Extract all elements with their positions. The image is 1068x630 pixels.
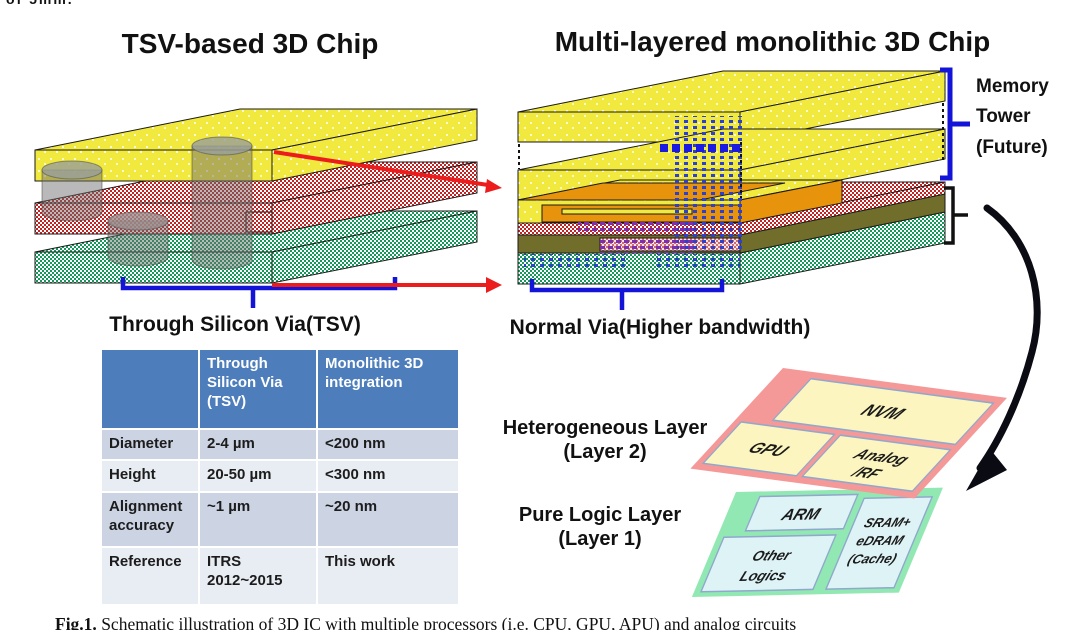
table-row-label: Diameter	[102, 430, 198, 459]
red-transfer-arrow-top	[273, 150, 502, 193]
curved-arrow-icon	[966, 204, 1041, 491]
table-header-empty	[102, 350, 198, 428]
gpu-label: GPU	[744, 439, 794, 460]
table-cell: ~1 µm	[200, 493, 316, 546]
normal-via-underbrace	[529, 279, 725, 310]
table-header-monolithic: Monolithic 3D integration	[318, 350, 458, 428]
other-logics-block	[699, 534, 837, 593]
layer2-card: NVM GPU Analog /RF	[690, 368, 1008, 499]
red-transfer-arrow-bottom	[272, 277, 502, 293]
alignment-dashed-lines	[518, 103, 944, 198]
pure-logic-layer-label: Pure Logic Layer (Layer 1)	[518, 504, 682, 550]
tsv-bracket-label: Through Silicon Via(TSV)	[109, 313, 361, 336]
memory-tower-label: Memory Tower (Future)	[976, 76, 1049, 158]
layer1-card: ARM SRAM+ eDRAM (Cache) Other Logics	[691, 487, 943, 597]
comparison-table: Through Silicon Via (TSV) Monolithic 3D …	[102, 350, 458, 604]
tsv-cylinder-left	[41, 160, 103, 222]
table-cell: ~20 nm	[318, 493, 458, 546]
tsv-cylinder-mid	[107, 211, 169, 267]
tsv-underbrace	[120, 277, 398, 308]
left-chip-stack	[34, 108, 478, 284]
analog-rf-block	[800, 434, 952, 492]
tsv-cylinder-center	[191, 136, 253, 270]
sram-edram-block	[824, 496, 934, 590]
nvm-label: NVM	[856, 402, 910, 424]
gpu-block	[701, 421, 836, 477]
caption-text: Schematic illustration of 3D IC with mul…	[96, 614, 797, 630]
analog-rf-label-line1: Analog	[848, 446, 913, 468]
table-cell: 2-4 µm	[200, 430, 316, 459]
sram-label-line2: eDRAM	[854, 533, 907, 548]
right-panel-title: Multi-layered monolithic 3D Chip	[554, 26, 991, 57]
table-cell: This work	[318, 548, 458, 604]
other-logics-label-line2: Logics	[737, 568, 789, 584]
table-header-tsv: Through Silicon Via (TSV)	[200, 350, 316, 428]
arm-block	[744, 493, 859, 532]
inter-layer-via-pads	[660, 144, 740, 152]
caption-prefix: Fig.1.	[55, 614, 97, 630]
tsv-cylinders	[41, 136, 253, 270]
logic-stack-bracket	[944, 186, 968, 245]
left-panel-title: TSV-based 3D Chip	[121, 28, 379, 59]
table-cell: <200 nm	[318, 430, 458, 459]
nvm-block	[771, 378, 995, 446]
memory-tower-bracket	[940, 67, 970, 181]
table-row-label: Height	[102, 461, 198, 491]
table-row-label: Alignment accuracy	[102, 493, 198, 546]
other-logics-label-line1: Other	[749, 548, 794, 564]
table-cell: ITRS 2012~2015	[200, 548, 316, 604]
top-cropped-text: of 5mm.	[6, 0, 74, 7]
sram-label-line1: SRAM+	[862, 515, 914, 530]
arm-label: ARM	[778, 505, 824, 524]
figure-caption: Fig.1. Schematic illustration of 3D IC w…	[55, 614, 1065, 630]
monolithic-vias	[524, 116, 742, 269]
sram-label-line3: (Cache)	[846, 551, 900, 566]
table-row-label: Reference	[102, 548, 198, 604]
table-cell: <300 nm	[318, 461, 458, 491]
heterogeneous-layer-label: Heterogeneous Layer (Layer 2)	[502, 417, 708, 463]
table-cell: 20-50 µm	[200, 461, 316, 491]
normal-via-bracket-label: Normal Via(Higher bandwidth)	[509, 316, 811, 339]
